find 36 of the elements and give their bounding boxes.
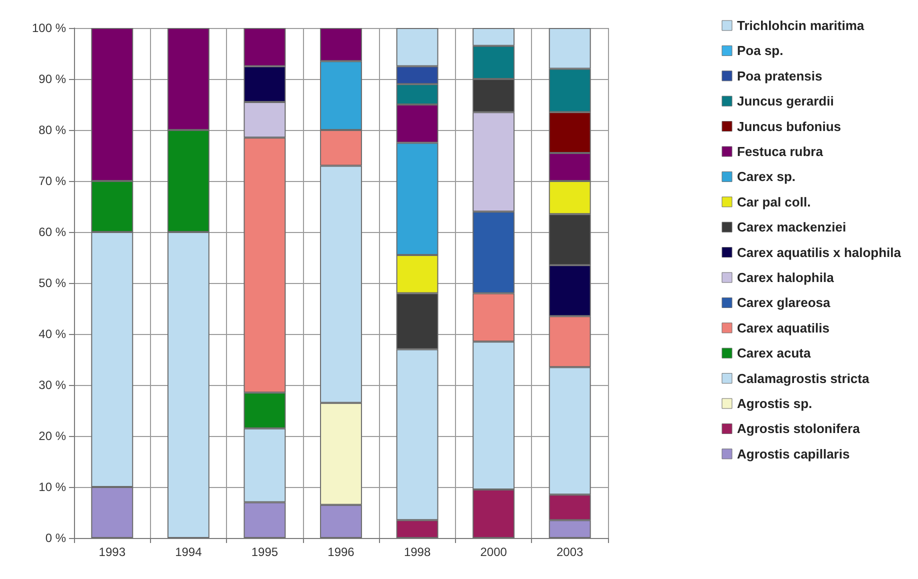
y-tick-label: 70 % — [38, 174, 66, 188]
legend-label: Poa sp. — [737, 43, 784, 58]
legend-label: Agrostis stolonifera — [737, 421, 861, 436]
legend-label: Calamagrostis stricta — [737, 370, 870, 386]
y-tick-label: 60 % — [38, 225, 66, 239]
legend-label: Carex aquatilis x halophila — [737, 244, 902, 260]
x-tick-label: 1994 — [175, 545, 202, 559]
y-tick-label: 90 % — [38, 72, 66, 86]
legend-label: Carex glareosa — [737, 295, 831, 310]
legend-label: Trichlohcin maritima — [737, 18, 865, 33]
y-tick-label: 80 % — [38, 123, 66, 137]
legend-label: Agrostis sp. — [737, 396, 812, 411]
y-tick-label: 30 % — [38, 378, 66, 392]
legend-label: Festuca rubra — [737, 144, 824, 159]
y-tick-label: 40 % — [38, 327, 66, 341]
y-tick-label: 50 % — [38, 276, 66, 290]
x-tick-label: 1996 — [328, 545, 355, 559]
legend-label: Carex aquatilis — [737, 320, 830, 336]
x-tick-label: 1998 — [404, 545, 431, 559]
x-tick-label: 2000 — [480, 545, 508, 559]
legend-label: Carex halophila — [737, 270, 835, 285]
legend-label: Carex sp. — [737, 169, 796, 184]
x-tick-label: 1995 — [251, 545, 278, 559]
x-tick-label: 1993 — [98, 545, 126, 559]
legend-label: Juncus gerardii — [737, 94, 834, 109]
y-tick-label: 20 % — [38, 429, 66, 443]
legend-label: Agrostis capillaris — [737, 446, 850, 462]
legend-label: Carex acuta — [737, 346, 812, 361]
x-tick-label: 2003 — [556, 545, 584, 559]
legend-label: Juncus bufonius — [737, 118, 841, 134]
y-tick-label: 100 % — [32, 21, 66, 35]
y-tick-label: 0 % — [45, 531, 66, 545]
legend-label: Poa pratensis — [737, 68, 822, 84]
y-tick-label: 10 % — [38, 480, 66, 494]
legend-label: Carex mackenziei — [737, 220, 846, 235]
legend-label: Car pal coll. — [737, 194, 811, 210]
